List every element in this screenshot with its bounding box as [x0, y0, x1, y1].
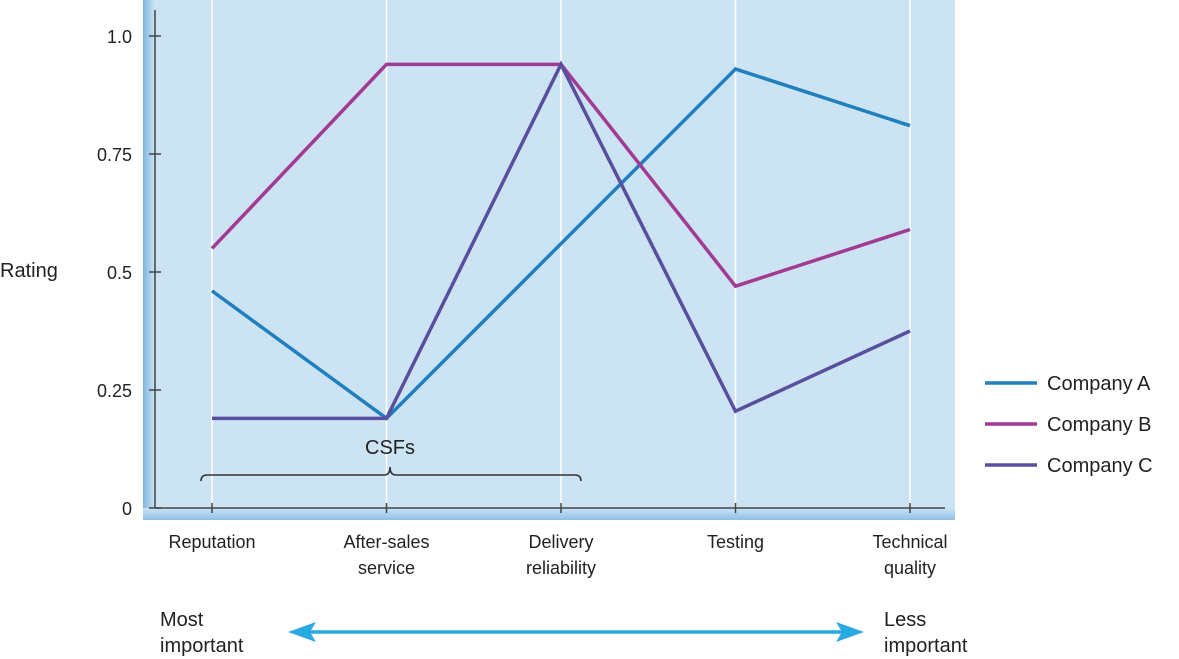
arrow-left-head-icon	[288, 622, 316, 642]
y-tick-label-0: 1.0	[107, 27, 132, 47]
csf-brace	[200, 466, 582, 482]
axes	[154, 10, 945, 509]
plot-left-shade	[143, 0, 155, 520]
less-important-line1: Less	[884, 609, 926, 631]
x-label-1-line-1: service	[358, 558, 415, 578]
plot-area	[143, 0, 955, 520]
most-important-line2: important	[160, 635, 244, 657]
y-tick-label-4: 0	[122, 499, 132, 519]
legend-label-0: Company A	[1047, 373, 1151, 395]
series-line-company-a	[210, 67, 911, 421]
csf-bracket: CSFs	[200, 437, 582, 482]
csf-label: CSFs	[365, 437, 415, 459]
x-label-0-line-0: Reputation	[168, 532, 255, 552]
arrow-right-head-icon	[836, 622, 864, 642]
y-axis-title: Rating	[0, 260, 58, 282]
plot-background	[143, 0, 955, 520]
x-axis-labels: Reputation After-sales service Delivery reli…	[168, 532, 947, 578]
importance-scale: Most important Less important	[160, 609, 968, 657]
plot-bottom-shade	[143, 508, 955, 520]
series-line-company-c	[212, 60, 911, 421]
legend-label-1: Company B	[1047, 414, 1152, 436]
legend: Company A Company B Company C	[985, 373, 1153, 477]
x-label-2-line-1: reliability	[526, 558, 596, 578]
x-label-4-line-1: quality	[884, 558, 936, 578]
x-label-2-line-0: Delivery	[528, 532, 593, 552]
y-tick-label-1: 0.75	[97, 145, 132, 165]
y-axis-ticks: 1.0 0.75 0.5 0.25 0	[97, 27, 161, 519]
most-important-line1: Most	[160, 609, 204, 631]
gridlines	[211, 0, 911, 513]
less-important-line2: important	[884, 635, 968, 657]
y-tick-label-2: 0.5	[107, 263, 132, 283]
legend-label-2: Company C	[1047, 455, 1153, 477]
x-label-3-line-0: Testing	[707, 532, 764, 552]
x-label-4-line-0: Technical	[872, 532, 947, 552]
x-label-1-line-0: After-sales	[343, 532, 429, 552]
y-tick-label-3: 0.25	[97, 381, 132, 401]
series-lines	[210, 60, 911, 421]
